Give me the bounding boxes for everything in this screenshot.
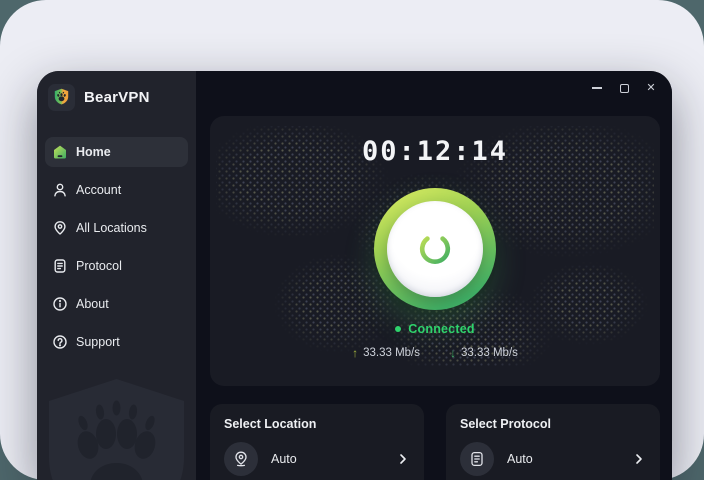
chevron-right-icon (396, 452, 410, 466)
home-icon (52, 144, 68, 160)
maximize-button[interactable] (618, 81, 630, 95)
main-area: ✕ 00:12:14 (196, 71, 672, 480)
sidebar-item-label: Support (76, 335, 120, 349)
connection-panel: 00:12:14 (210, 116, 660, 386)
location-pin-icon (235, 451, 247, 467)
status-dot-icon (395, 326, 402, 333)
upload-arrow-icon: ↑ (352, 346, 359, 361)
download-arrow-icon: ↓ (450, 346, 456, 361)
user-icon (52, 182, 68, 198)
chevron-right-icon (632, 452, 646, 466)
app-logo (48, 83, 75, 111)
power-button[interactable] (374, 188, 496, 311)
download-speed: ↓ 33.33 Mb/s (450, 346, 518, 360)
maximize-icon (619, 83, 629, 93)
bear-paw-watermark-icon (49, 379, 184, 480)
minimize-button[interactable] (591, 81, 603, 95)
connection-status: Connected (395, 322, 474, 336)
brand-name: BearVPN (84, 88, 150, 106)
sidebar-item-about[interactable]: About (45, 289, 188, 319)
close-button[interactable]: ✕ (646, 82, 656, 94)
select-location-title: Select Location (224, 417, 317, 431)
sidebar-item-account[interactable]: Account (45, 175, 188, 205)
sidebar-item-label: Account (76, 183, 122, 197)
selector-cards-row: Select Location Auto (210, 404, 660, 480)
bear-shield-logo-icon (54, 88, 69, 104)
document-icon (471, 451, 483, 467)
sidebar-item-label: Protocol (76, 259, 122, 273)
select-location-card[interactable]: Select Location Auto (210, 404, 424, 480)
sidebar-item-protocol[interactable]: Protocol (45, 251, 188, 281)
info-icon (52, 296, 68, 312)
protocol-icon-circle (460, 442, 494, 476)
sidebar-item-label: About (76, 297, 109, 311)
select-protocol-card[interactable]: Select Protocol Auto (446, 404, 660, 480)
sidebar-item-home[interactable]: Home (45, 137, 188, 167)
location-pin-icon (52, 220, 68, 236)
sidebar-item-label: All Locations (76, 221, 147, 235)
sidebar-nav: Home Account (37, 137, 196, 357)
location-icon-circle (224, 442, 258, 476)
sidebar: BearVPN Home (37, 71, 196, 480)
select-location-value: Auto (271, 452, 297, 466)
bearvpn-window: BearVPN Home (37, 71, 672, 480)
sidebar-item-support[interactable]: Support (45, 327, 188, 357)
speed-row: ↑ 33.33 Mb/s ↓ 33.33 Mb/s (352, 346, 518, 360)
select-protocol-title: Select Protocol (460, 417, 551, 431)
download-speed-value: 33.33 Mb/s (461, 347, 518, 360)
sidebar-item-all-locations[interactable]: All Locations (45, 213, 188, 243)
power-icon (419, 233, 451, 265)
question-icon (52, 334, 68, 350)
session-timer: 00:12:14 (361, 136, 509, 167)
power-button-inner (387, 201, 483, 298)
minimize-icon (592, 87, 602, 89)
brand-row: BearVPN (48, 83, 196, 111)
upload-speed-value: 33.33 Mb/s (363, 347, 420, 360)
select-protocol-value: Auto (507, 452, 533, 466)
sidebar-item-label: Home (76, 145, 111, 159)
upload-speed: ↑ 33.33 Mb/s (352, 346, 420, 360)
status-label: Connected (408, 322, 475, 337)
document-icon (52, 258, 68, 274)
window-controls: ✕ (591, 81, 657, 95)
